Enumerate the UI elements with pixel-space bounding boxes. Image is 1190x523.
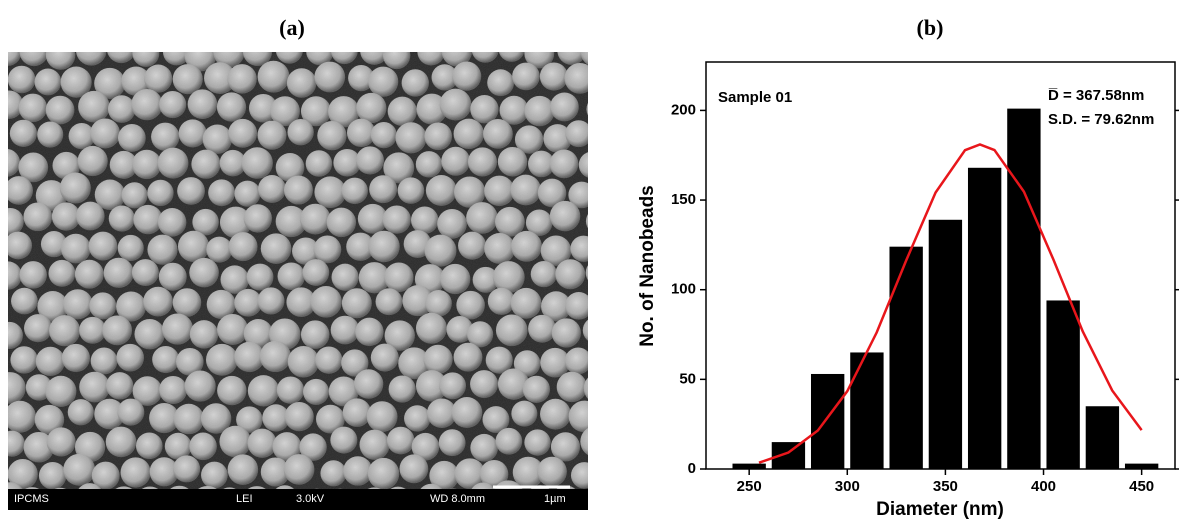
bar (1007, 108, 1041, 470)
bead (586, 103, 588, 116)
x-tick-label: 400 (1031, 478, 1056, 495)
annotation: Sample 01 (718, 89, 792, 106)
sem-label: WD 8.0mm (430, 493, 485, 505)
bar (1046, 300, 1080, 469)
sem-label: 3.0kV (296, 493, 325, 505)
bar (732, 463, 766, 469)
y-tick-label: 100 (671, 281, 696, 298)
bead (585, 214, 588, 229)
bar (928, 219, 963, 469)
bead (598, 289, 630, 321)
bead (596, 178, 623, 205)
bead (598, 456, 628, 486)
bar (967, 167, 1002, 470)
bead (595, 348, 622, 375)
sem-label: 1µm (544, 493, 566, 505)
bead (594, 64, 620, 90)
bead (585, 265, 588, 281)
plot-frame (705, 61, 1176, 470)
bead (591, 400, 622, 431)
y-tick-label: 200 (671, 101, 696, 118)
bar (850, 352, 884, 469)
y-tick-label: 0 (688, 460, 696, 477)
bar (1085, 406, 1120, 469)
bead (596, 121, 628, 153)
bar (1124, 463, 1159, 469)
y-tick-label: 50 (679, 370, 696, 387)
panel-label: (a) (279, 15, 305, 40)
bead (583, 377, 588, 399)
x-tick-label: 300 (835, 478, 860, 495)
sem-noise (8, 52, 588, 510)
y-tick-label: 150 (671, 191, 696, 208)
x-tick-label: 450 (1129, 478, 1154, 495)
bead (599, 239, 626, 266)
x-axis-label: Diameter (nm) (876, 499, 1004, 520)
fit-curve (758, 143, 1143, 464)
chart-title: (b) (917, 15, 944, 40)
sem-label: IPCMS (14, 493, 49, 505)
sem-info-bar (8, 489, 588, 510)
x-tick-label: 250 (737, 478, 762, 495)
bar (810, 373, 845, 469)
annotation: S.D. = 79.62nm (1048, 111, 1154, 128)
bar (889, 246, 923, 469)
annotation: D̅ = 367.58nm (1048, 87, 1144, 104)
y-axis-label: No. of Nanobeads (637, 185, 658, 347)
x-tick-label: 350 (933, 478, 958, 495)
sem-label: LEI (236, 493, 253, 505)
chart: (b) Diameter (nm) No. of Nanobeads Sampl… (637, 15, 1179, 520)
